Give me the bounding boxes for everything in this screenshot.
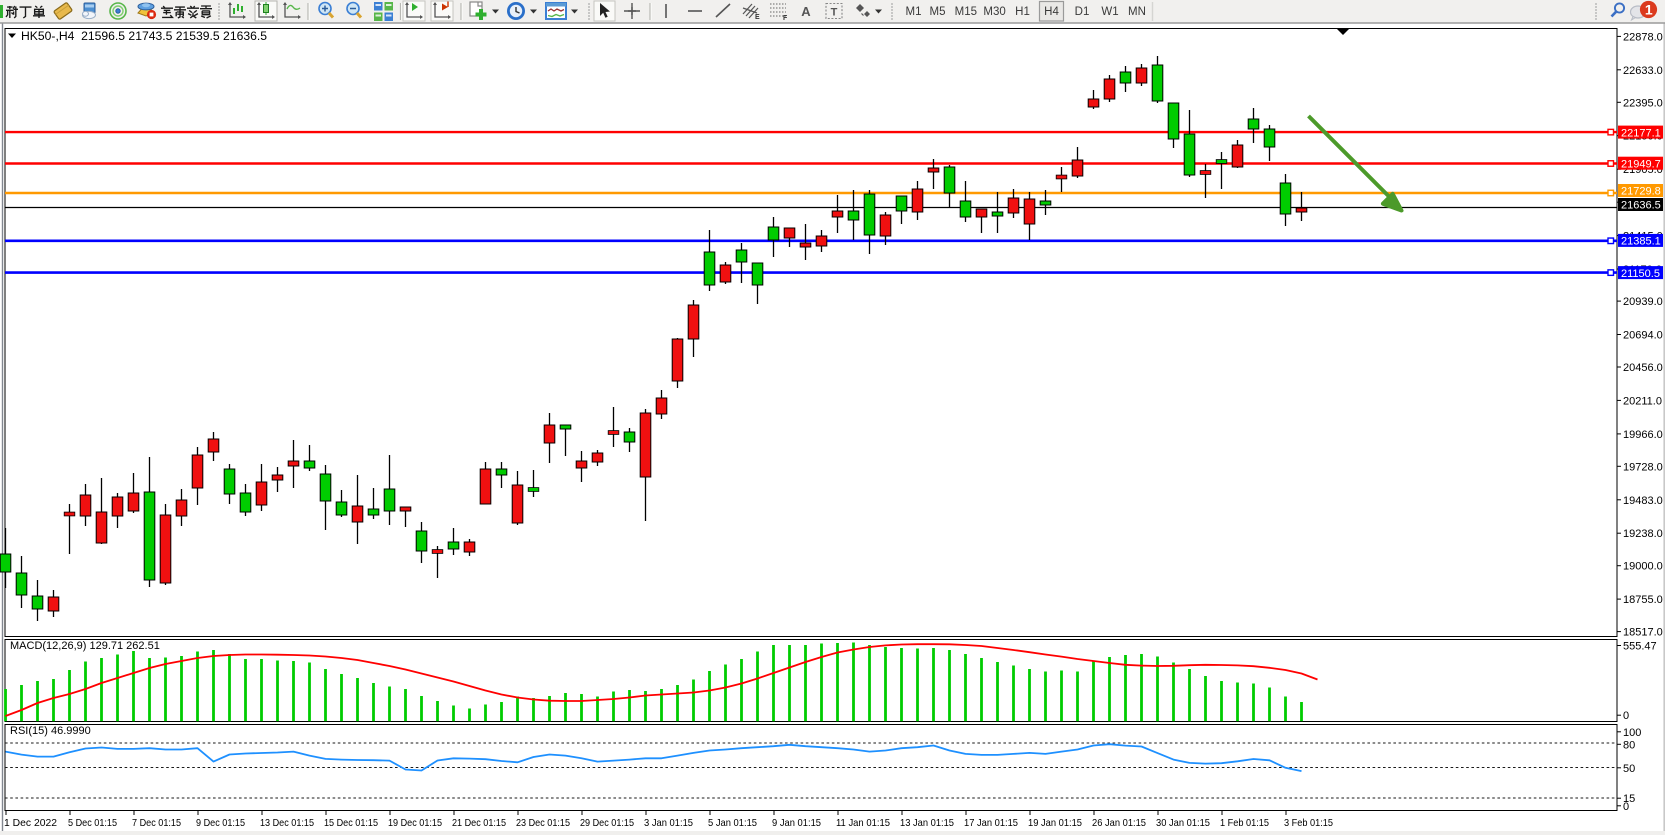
svg-text:15 Dec 01:15: 15 Dec 01:15 [324,817,378,829]
svg-text:13 Jan 01:15: 13 Jan 01:15 [900,817,954,829]
svg-text:555.47: 555.47 [1623,641,1657,653]
svg-text:1 Dec 2022: 1 Dec 2022 [4,817,57,829]
svg-text:5 Jan 01:15: 5 Jan 01:15 [708,817,757,829]
svg-text:9 Jan 01:15: 9 Jan 01:15 [772,817,821,829]
svg-text:20456.0: 20456.0 [1623,362,1663,374]
svg-text:M15: M15 [955,6,977,18]
svg-text:M1: M1 [906,6,922,18]
svg-text:21636.5: 21636.5 [1621,200,1661,212]
svg-text:3 Feb 01:15: 3 Feb 01:15 [1284,817,1333,829]
svg-text:HK50-,H4 21596.5 21743.5 2153: HK50-,H4 21596.5 21743.5 21539.5 21636.5 [21,31,267,43]
svg-text:20939.0: 20939.0 [1623,296,1663,308]
svg-text:19483.0: 19483.0 [1623,495,1663,507]
svg-text:19728.0: 19728.0 [1623,461,1663,473]
svg-text:22633.0: 22633.0 [1623,65,1663,77]
svg-text:13 Dec 01:15: 13 Dec 01:15 [260,817,314,829]
svg-text:29 Dec 01:15: 29 Dec 01:15 [580,817,634,829]
svg-text:15: 15 [1623,793,1635,805]
svg-text:20694.0: 20694.0 [1623,330,1663,342]
svg-text:3 Jan 01:15: 3 Jan 01:15 [644,817,693,829]
svg-text:D1: D1 [1075,6,1090,18]
svg-text:9 Dec 01:15: 9 Dec 01:15 [196,817,245,829]
svg-text:80: 80 [1623,739,1635,751]
svg-text:21385.1: 21385.1 [1621,236,1661,248]
svg-text:1: 1 [1645,2,1653,18]
svg-text:21 Dec 01:15: 21 Dec 01:15 [452,817,506,829]
svg-text:100: 100 [1623,727,1641,739]
svg-text:0: 0 [1623,710,1629,722]
svg-text:A: A [801,4,811,19]
svg-text:W1: W1 [1101,6,1118,18]
svg-text:MN: MN [1128,6,1146,18]
svg-text:30 Jan 01:15: 30 Jan 01:15 [1156,817,1210,829]
svg-text:MACD(12,26,9) 129.71 262.51: MACD(12,26,9) 129.71 262.51 [10,640,160,652]
svg-text:20211.0: 20211.0 [1623,395,1662,407]
svg-text:21150.5: 21150.5 [1621,268,1660,280]
svg-text:M5: M5 [930,6,946,18]
svg-text:19 Dec 01:15: 19 Dec 01:15 [388,817,442,829]
svg-text:11 Jan 01:15: 11 Jan 01:15 [836,817,890,829]
svg-text:22878.0: 22878.0 [1623,31,1663,43]
svg-text:T: T [831,7,838,19]
svg-text:F: F [783,15,788,22]
svg-text:0: 0 [1623,801,1629,813]
svg-text:26 Jan 01:15: 26 Jan 01:15 [1092,817,1146,829]
svg-text:19966.0: 19966.0 [1623,429,1663,441]
svg-text:M30: M30 [983,6,1005,18]
svg-text:19000.0: 19000.0 [1623,561,1663,573]
svg-text:H4: H4 [1044,6,1059,18]
svg-text:21949.7: 21949.7 [1621,158,1661,170]
svg-text:5 Dec 01:15: 5 Dec 01:15 [68,817,117,829]
svg-text:22395.0: 22395.0 [1623,97,1663,109]
svg-text:7 Dec 01:15: 7 Dec 01:15 [132,817,181,829]
svg-text:H1: H1 [1015,6,1030,18]
svg-text:22177.1: 22177.1 [1621,127,1661,139]
svg-text:19238.0: 19238.0 [1623,528,1663,540]
svg-text:23 Dec 01:15: 23 Dec 01:15 [516,817,570,829]
svg-text:18755.0: 18755.0 [1623,594,1663,606]
svg-text:RSI(15) 46.9990: RSI(15) 46.9990 [10,725,91,737]
svg-text:E: E [755,14,760,21]
svg-text:18517.0: 18517.0 [1623,627,1663,639]
svg-text:1 Feb 01:15: 1 Feb 01:15 [1220,817,1269,829]
svg-text:17 Jan 01:15: 17 Jan 01:15 [964,817,1018,829]
svg-text:50: 50 [1623,763,1635,775]
svg-text:19 Jan 01:15: 19 Jan 01:15 [1028,817,1082,829]
svg-text:21729.8: 21729.8 [1621,186,1661,198]
